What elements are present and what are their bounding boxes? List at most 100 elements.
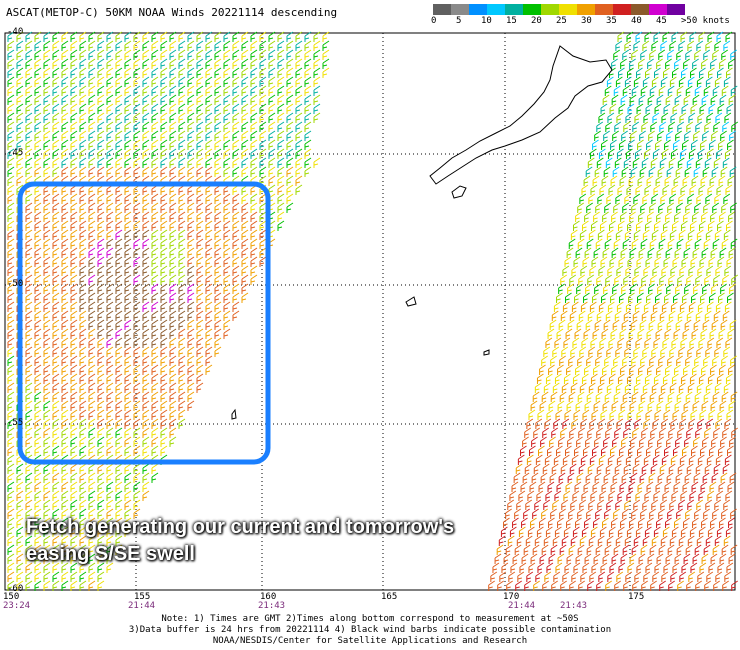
footer-line-1: Note: 1) Times are GMT 2)Times along bot… [161,614,579,624]
wind-barb [214,346,222,357]
wind-barb [115,517,123,528]
wind-barb [638,211,645,222]
wind-barb [680,337,688,348]
wind-barb [717,409,725,420]
wind-barb [214,301,222,312]
wind-barb [16,49,24,60]
wind-barb [596,427,604,438]
wind-barb [97,301,105,312]
wind-barb [603,130,610,141]
wind-barb [578,580,585,591]
wind-barb [259,67,267,78]
wind-barb [606,76,614,87]
wind-barb [151,121,159,132]
wind-barb [7,463,15,474]
wind-barb [169,355,177,366]
wind-barb [691,292,698,303]
wind-barb [602,553,610,564]
wind-barb [586,238,594,249]
wind-barb [669,346,677,357]
wind-barb [7,112,15,123]
wind-barb [719,553,727,564]
wind-barb [115,112,123,123]
wind-barb [25,319,33,330]
wind-barb [61,355,69,366]
wind-barb [696,382,704,393]
wind-barb [674,211,681,222]
wind-barb [652,301,660,312]
campbell-island [483,349,490,356]
wind-barb [723,499,731,510]
wind-barb [606,382,614,393]
wind-barb [97,247,105,258]
wind-barb [557,553,565,564]
wind-barb [7,490,15,501]
wind-barb [522,472,530,483]
wind-barb [696,499,704,510]
wind-barb [97,265,105,276]
wind-barb [704,157,712,168]
wind-barb [214,292,222,303]
wind-barb [663,103,671,114]
wind-barb [651,40,659,51]
wind-barb [178,409,186,420]
wind-barb [214,148,222,159]
wind-barb [106,418,114,429]
wind-barb [608,337,616,348]
wind-barb [178,220,186,231]
wind-barb [88,409,96,420]
wind-barb [612,472,620,483]
wind-barb [304,130,312,141]
wind-barb [214,67,222,78]
wind-barb [689,337,697,348]
wind-barb [79,526,87,537]
wind-barb [295,40,303,51]
wind-barb [680,220,688,231]
wind-barb [106,193,114,204]
wind-barb [52,355,60,366]
wind-barb [223,148,231,159]
wind-barb [534,499,542,510]
wind-barb [573,256,581,267]
wind-barb [558,472,566,483]
wind-barb [694,391,702,402]
wind-barb [16,535,24,546]
wind-barb [587,157,595,168]
wind-barb [586,391,594,402]
wind-barb [43,283,51,294]
wind-barb [704,310,712,321]
wind-barb [581,526,589,537]
wind-barb [79,382,87,393]
wind-barb [61,310,69,321]
wind-barb [634,454,642,465]
wind-barb [683,364,690,375]
wind-barb [16,121,24,132]
wind-barb [133,94,141,105]
wind-barb [500,526,508,537]
footer-notes: Note: 1) Times are GMT 2)Times along bot… [0,614,740,647]
wind-barb [727,292,734,303]
wind-barb [514,508,521,519]
wind-barb [676,238,684,249]
wind-barb [7,382,15,393]
wind-barb [640,238,648,249]
wind-barb [151,400,159,411]
wind-barb [603,166,611,177]
wind-barb [205,94,213,105]
wind-barb [25,148,33,159]
wind-barb [205,274,213,285]
wind-barb [661,418,669,429]
wind-barb [151,391,159,402]
wind-barb [43,247,51,258]
wind-barb [178,400,186,411]
wind-barb [643,571,651,582]
wind-barb [582,256,590,267]
wind-barb [667,391,675,402]
wind-barb [142,409,150,420]
wind-barb [115,535,123,546]
wind-barb [599,220,607,231]
wind-barb [43,202,51,213]
wind-barb [668,274,676,285]
wind-barb [61,211,69,222]
wind-barb [608,526,616,537]
